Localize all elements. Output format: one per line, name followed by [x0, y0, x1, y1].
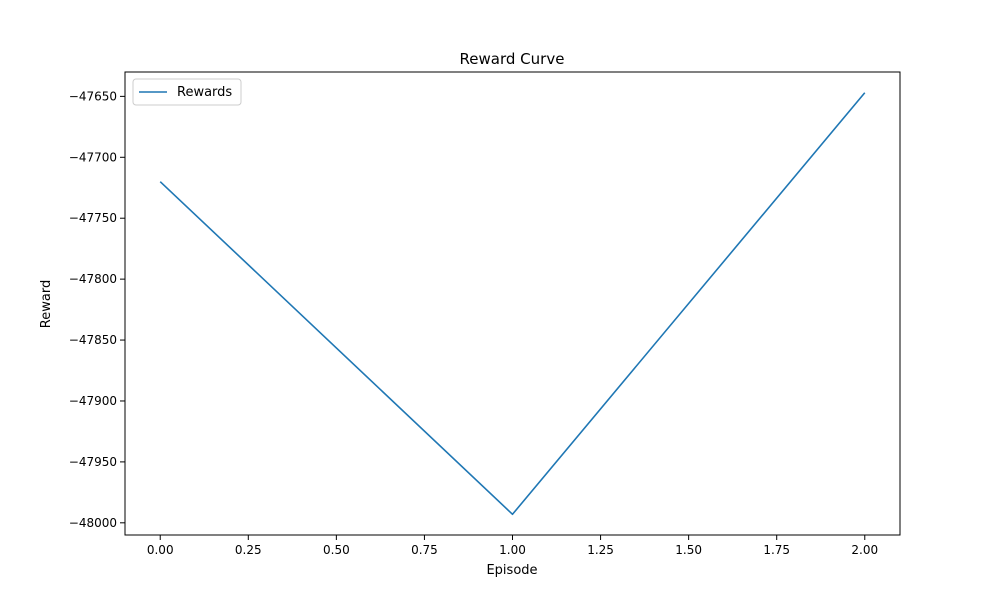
y-tick-label: −47850 [69, 333, 117, 347]
x-tick-label: 2.00 [851, 543, 878, 557]
legend: Rewards [132, 78, 242, 106]
x-tick-label: 1.50 [675, 543, 702, 557]
legend-box [132, 78, 242, 106]
x-tick-label: 1.75 [763, 543, 790, 557]
plot-area: 0.00 0.25 0.50 0.75 1.00 1.25 1.50 1.75 2.00 −480… [69, 71, 901, 557]
x-tick-label: 1.25 [587, 543, 614, 557]
axes-frame [124, 71, 901, 536]
y-tick-label: −47950 [69, 455, 117, 469]
y-tick-label: −47750 [69, 211, 117, 225]
y-tick-label: −47700 [69, 150, 117, 164]
y-tick-label: −48000 [69, 516, 117, 530]
legend-label: Rewards [177, 85, 232, 100]
x-tick-label: 0.50 [323, 543, 350, 557]
y-tick-label: −47900 [69, 394, 117, 408]
chart-title: Reward Curve [460, 50, 565, 68]
y-axis-label: Reward [39, 280, 54, 328]
x-tick-label: 0.00 [147, 543, 174, 557]
x-axis-label: Episode [486, 563, 537, 578]
y-tick-label: −47800 [69, 272, 117, 286]
x-tick-label: 1.00 [499, 543, 526, 557]
x-tick-label: 0.25 [235, 543, 262, 557]
y-tick-label: −47650 [69, 89, 117, 103]
x-tick-label: 0.75 [411, 543, 438, 557]
series-line-rewards [159, 92, 866, 516]
